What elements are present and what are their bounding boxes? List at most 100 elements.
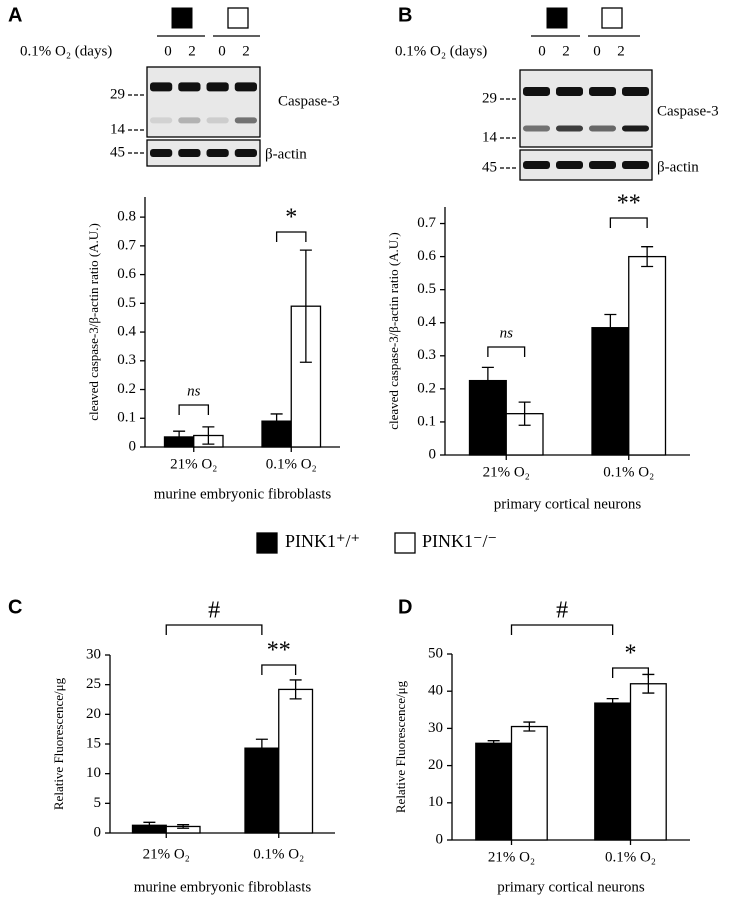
marker-label: 14 [482,129,498,145]
y-tick-label: 0.2 [417,380,436,396]
x-tick-label: 21% O₂ [170,456,217,472]
error-bar [143,821,156,829]
y-tick-label: 0.3 [417,347,436,363]
bar [591,327,630,456]
band [523,125,550,132]
lane-label: 0 [538,43,546,59]
legend-label: PINK1⁺/⁺ [285,531,360,551]
y-tick-label: 0.2 [117,381,136,397]
y-tick-label: 0.3 [117,352,136,368]
significance-label: # [208,598,220,624]
y-tick-label: 0 [429,446,437,462]
band [523,161,550,169]
band-label: β-actin [265,146,307,162]
band [589,161,616,169]
blot [146,66,261,138]
y-tick-label: 5 [94,795,102,811]
y-tick-label: 0 [94,824,102,840]
significance-label: ns [187,383,201,399]
significance-label: ns [500,325,514,341]
lane-label: 2 [188,43,196,59]
y-tick-label: 20 [428,757,443,773]
group-key [546,7,568,29]
significance-bracket [487,346,526,357]
y-tick-label: 0 [436,831,444,847]
error-bar [177,824,190,829]
significance-label: * [285,205,297,231]
y-tick-label: 40 [428,683,443,699]
band [178,117,201,124]
error-bar [202,426,215,445]
band [234,82,257,92]
marker-label: 45 [110,144,125,160]
lane-label: 2 [562,43,570,59]
y-tick-label: 10 [428,794,443,810]
band [206,82,229,92]
error-bar [481,366,494,395]
y-tick-label: 0.6 [417,248,436,264]
band [556,161,583,169]
y-axis-label: Relative Fluorescence/μg [51,677,66,810]
bar [628,255,667,456]
blot [519,69,653,148]
band [556,125,583,132]
bar [244,747,280,834]
y-tick-label: 0.1 [417,413,436,429]
band-label: Caspase-3 [657,103,719,119]
band [234,117,257,124]
y-tick-label: 30 [428,720,443,736]
y-tick-label: 0.8 [117,209,136,225]
significance-bracket [178,404,210,415]
significance-label: ** [617,191,641,217]
error-bar [299,249,312,363]
y-tick-label: 30 [86,646,101,662]
legend-swatch [256,532,278,554]
lane-label: 0 [218,43,226,59]
error-bar [255,738,268,758]
error-bar [604,313,617,342]
panel-letter: A [8,4,22,26]
x-axis-label: primary cortical neurons [494,496,642,512]
y-tick-label: 0.7 [417,215,436,231]
band [206,149,229,157]
y-tick-label: 0 [129,438,137,454]
x-tick-label: 0.1% O₂ [603,464,654,480]
panel-letter: C [8,596,22,618]
significance-bracket [261,664,297,675]
band [622,86,649,96]
error-bar [487,740,500,747]
panel-letter: B [398,4,412,26]
bar [594,702,632,841]
condition-label: 0.1% O₂ (days) [20,43,112,59]
group-key [171,7,193,29]
significance-label: * [625,641,637,667]
y-tick-label: 10 [86,765,101,781]
y-tick-label: 0.6 [117,266,136,282]
legend-swatch [394,532,416,554]
x-tick-label: 21% O₂ [488,849,535,865]
marker-label: 14 [110,121,126,137]
bar [475,742,513,841]
y-axis-label: Relative Fluorescence/μg [393,680,408,813]
bar [629,683,667,841]
marker-label: 29 [110,86,125,102]
band [178,149,201,157]
band [234,149,257,157]
condition-label: 0.1% O₂ (days) [395,43,487,59]
band [150,82,173,92]
lane-label: 2 [617,43,625,59]
significance-bracket [165,624,263,635]
x-axis-label: primary cortical neurons [497,879,645,895]
bar [278,688,314,834]
y-tick-label: 0.1 [117,410,136,426]
significance-label: ** [267,638,291,664]
band [589,125,616,132]
marker-label: 29 [482,90,497,106]
y-tick-label: 50 [428,645,443,661]
error-bar [641,246,654,268]
band [556,86,583,96]
significance-bracket [612,667,649,678]
y-tick-label: 0.4 [117,323,136,339]
error-bar [270,413,283,429]
